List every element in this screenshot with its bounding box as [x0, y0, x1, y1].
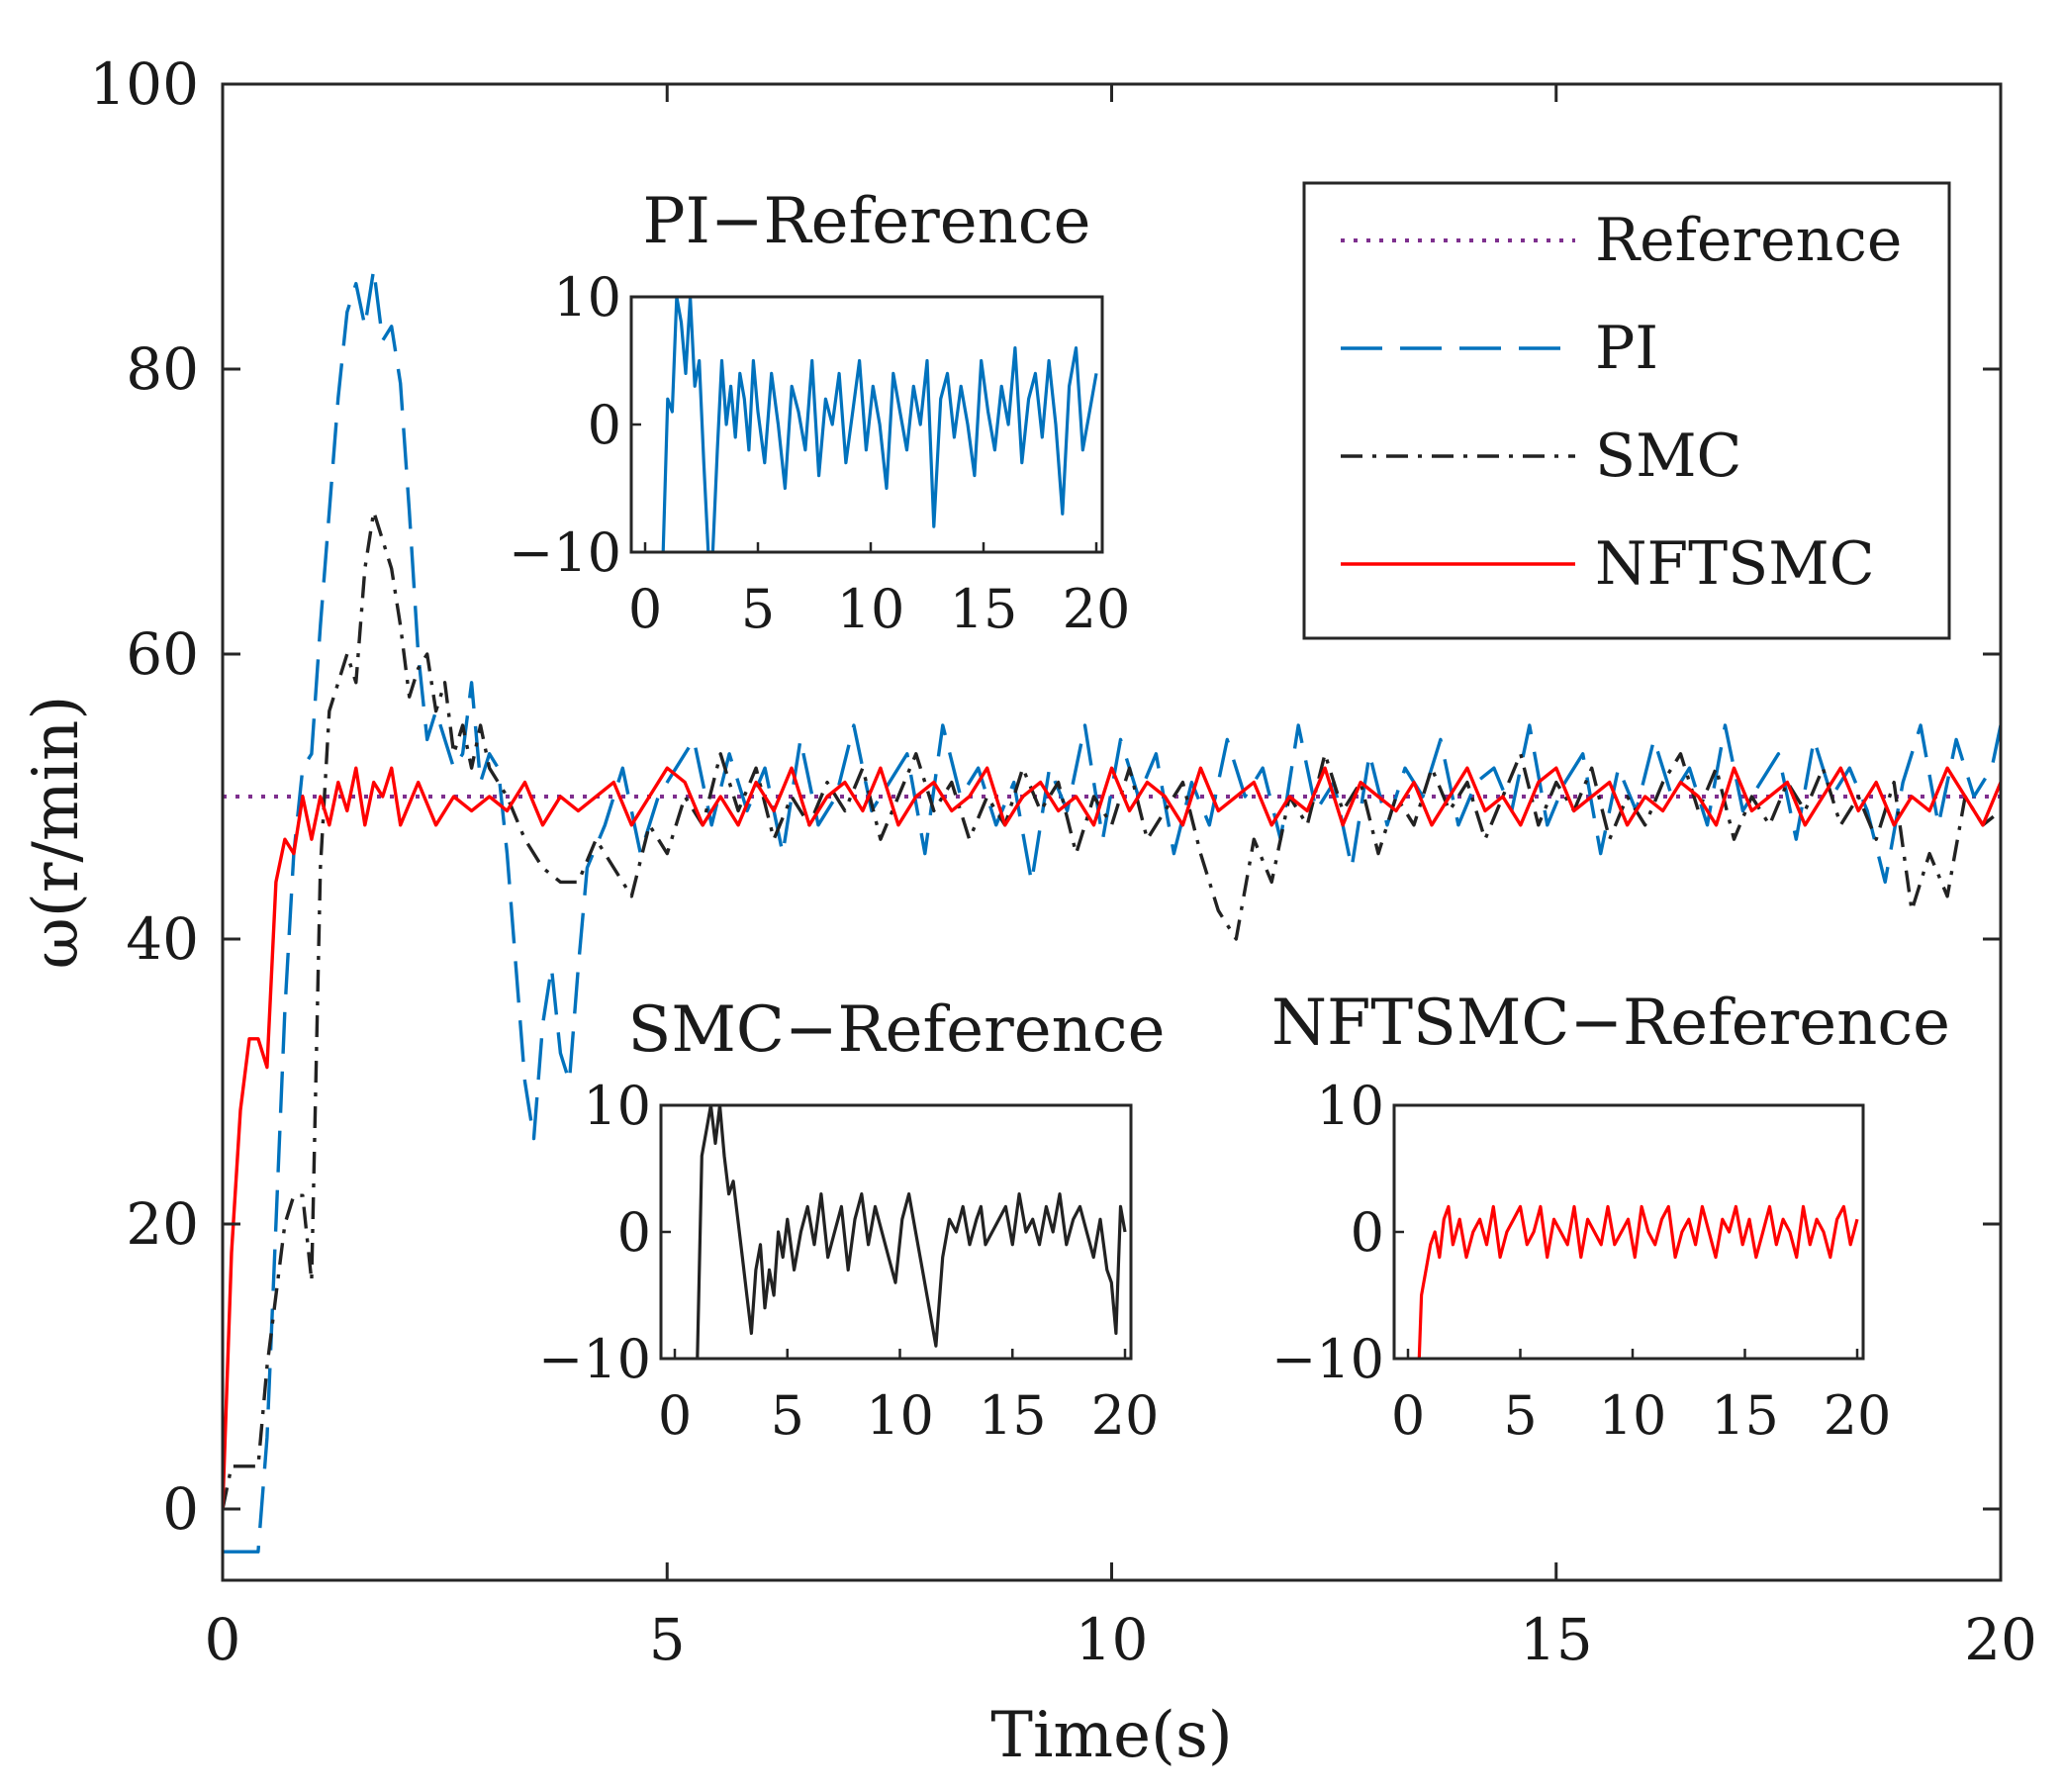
- inset-plot-area: [661, 1105, 1131, 1359]
- inset-x-tick-label: 5: [741, 578, 775, 640]
- x-axis-title: Time(s): [990, 1699, 1233, 1772]
- legend-label-nftsmc: NFTSMC: [1595, 529, 1875, 599]
- x-tick-label: 5: [649, 1606, 686, 1673]
- inset-x-tick-label: 0: [628, 578, 662, 640]
- y-tick-label: 80: [126, 335, 199, 403]
- inset-series-line: [661, 297, 1098, 552]
- inset-plot-area: [1394, 1105, 1863, 1359]
- inset-title: SMC−Reference: [628, 993, 1166, 1067]
- x-tick-label: 10: [1076, 1606, 1149, 1673]
- series-line-nftsmc: [223, 766, 2001, 1510]
- series-line-pi: [223, 267, 2001, 1554]
- series-line-smc: [223, 510, 2001, 1510]
- inset-title: PI−Reference: [643, 185, 1091, 258]
- y-tick-label: 100: [89, 50, 199, 118]
- inset-x-tick-label: 5: [771, 1384, 804, 1447]
- inset-x-tick-label: 20: [1063, 578, 1131, 640]
- x-tick-label: 0: [205, 1606, 241, 1673]
- inset-y-tick-label: 10: [553, 266, 621, 329]
- inset-x-tick-label: 5: [1503, 1384, 1537, 1447]
- series-group: [223, 267, 2001, 1554]
- inset-x-tick-label: 0: [1391, 1384, 1425, 1447]
- inset-x-tick-label: 0: [658, 1384, 692, 1447]
- inset-series-line: [1417, 1204, 1859, 1359]
- inset-y-tick-label: 0: [588, 394, 621, 456]
- legend: Reference PI SMC NFTSMC: [1302, 181, 1951, 640]
- inset-x-tick-label: 10: [866, 1384, 934, 1447]
- inset-y-tick-label: 0: [617, 1201, 651, 1264]
- y-tick-label: 20: [126, 1190, 199, 1258]
- inset-y-tick-label: 10: [1316, 1075, 1384, 1137]
- legend-label-reference: Reference: [1595, 206, 1902, 275]
- inset-y-tick-label: 10: [583, 1075, 651, 1137]
- inset-x-tick-label: 15: [1711, 1384, 1779, 1447]
- x-tick-label: 15: [1520, 1606, 1593, 1673]
- inset-y-tick-label: 0: [1351, 1201, 1384, 1264]
- inset-x-tick-label: 15: [979, 1384, 1047, 1447]
- y-tick-label: 40: [126, 905, 199, 973]
- y-tick-label: 60: [126, 620, 199, 688]
- inset-y-tick-label: −10: [538, 1328, 651, 1390]
- inset-x-tick-label: 20: [1091, 1384, 1160, 1447]
- x-tick-label: 20: [1964, 1606, 2037, 1673]
- y-tick-label: 0: [162, 1475, 199, 1543]
- inset-x-tick-label: 10: [1599, 1384, 1667, 1447]
- inset-x-tick-label: 10: [837, 578, 905, 640]
- inset-plot-area: [631, 297, 1102, 552]
- y-axis-title: ω(r/min): [20, 696, 93, 970]
- inset-x-tick-label: 20: [1824, 1384, 1892, 1447]
- inset-title: NFTSMC−Reference: [1271, 987, 1950, 1060]
- inset-series-line: [696, 1105, 1127, 1359]
- legend-label-pi: PI: [1595, 314, 1658, 383]
- inset-x-tick-label: 15: [950, 578, 1018, 640]
- inset-y-tick-label: −10: [509, 521, 621, 584]
- legend-label-smc: SMC: [1595, 422, 1741, 491]
- inset-y-tick-label: −10: [1271, 1328, 1384, 1390]
